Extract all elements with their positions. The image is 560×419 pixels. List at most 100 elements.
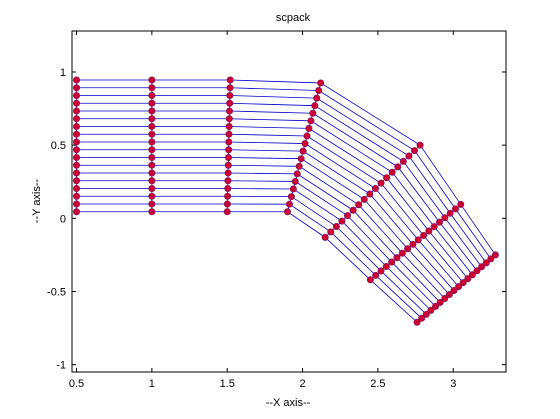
data-point (73, 200, 81, 208)
data-point (425, 227, 433, 235)
data-point (225, 123, 233, 131)
data-point (399, 157, 407, 165)
data-point (430, 223, 438, 231)
data-point (377, 179, 385, 187)
data-point (293, 170, 301, 178)
data-point (360, 195, 368, 203)
data-point (309, 109, 317, 117)
data-point (73, 92, 81, 100)
data-point (315, 87, 323, 95)
data-point (491, 251, 499, 259)
data-point (441, 294, 449, 302)
data-point (295, 162, 303, 170)
data-point (409, 240, 417, 248)
y-tick-label: -1 (56, 360, 66, 372)
data-point (223, 200, 231, 208)
data-point (148, 123, 156, 131)
data-point (73, 76, 81, 84)
x-tick-label: 2.5 (370, 378, 385, 390)
data-point (478, 263, 486, 271)
chart-title: scpack (276, 12, 311, 24)
data-point (224, 185, 232, 193)
data-point (148, 177, 156, 185)
data-point (420, 231, 428, 239)
y-tick-label: 1 (60, 67, 66, 79)
data-point (311, 102, 319, 110)
data-point (73, 99, 81, 107)
data-point (468, 271, 476, 279)
data-point (422, 310, 430, 318)
data-point (73, 107, 81, 115)
data-point (416, 141, 424, 149)
data-point (224, 192, 232, 200)
data-point (291, 177, 299, 185)
data-point (148, 185, 156, 193)
data-point (313, 94, 321, 102)
data-point (394, 163, 402, 171)
data-point (224, 169, 232, 177)
data-point (455, 283, 463, 291)
data-point (225, 130, 233, 138)
data-point (338, 217, 346, 225)
data-point (405, 152, 413, 160)
data-point (366, 276, 374, 284)
data-point (73, 123, 81, 131)
data-point (388, 168, 396, 176)
data-point (371, 185, 379, 193)
data-point (321, 233, 329, 241)
data-point (305, 124, 313, 132)
data-point (343, 212, 351, 220)
data-point (148, 115, 156, 123)
data-point (413, 318, 421, 326)
data-point (226, 107, 234, 115)
data-point (418, 314, 426, 322)
data-point (73, 161, 81, 169)
data-point (427, 306, 435, 314)
data-point (482, 259, 490, 267)
data-point (73, 185, 81, 193)
mesh-points (73, 76, 499, 326)
data-point (301, 140, 309, 148)
data-point (148, 169, 156, 177)
data-point (382, 262, 390, 270)
x-axis-title: --X axis-- (266, 397, 311, 409)
data-point (377, 267, 385, 275)
y-tick-label: 0 (60, 213, 66, 225)
data-point (73, 138, 81, 146)
data-point (332, 223, 340, 231)
x-tick-label: 1 (149, 378, 155, 390)
data-point (225, 115, 233, 123)
data-point (289, 185, 297, 193)
data-point (388, 258, 396, 266)
data-point (148, 84, 156, 92)
data-point (450, 287, 458, 295)
data-point (148, 192, 156, 200)
data-point (224, 154, 232, 162)
data-point (446, 209, 454, 217)
y-tick-label: 0.5 (51, 140, 66, 152)
data-point (441, 214, 449, 222)
data-point (73, 84, 81, 92)
data-point (473, 267, 481, 275)
data-point (383, 174, 391, 182)
data-point (148, 146, 156, 154)
data-point (355, 201, 363, 209)
data-point (285, 200, 293, 208)
data-point (457, 200, 465, 208)
data-point (148, 161, 156, 169)
data-point (148, 107, 156, 115)
data-point (73, 115, 81, 123)
data-point (73, 177, 81, 185)
data-point (148, 200, 156, 208)
data-point (398, 249, 406, 257)
data-point (225, 146, 233, 154)
data-point (366, 190, 374, 198)
data-point (73, 130, 81, 138)
data-point (283, 208, 291, 216)
data-point (349, 206, 357, 214)
data-point (317, 79, 325, 87)
data-point (487, 255, 495, 263)
data-point (372, 271, 380, 279)
data-point (148, 99, 156, 107)
data-point (224, 161, 232, 169)
